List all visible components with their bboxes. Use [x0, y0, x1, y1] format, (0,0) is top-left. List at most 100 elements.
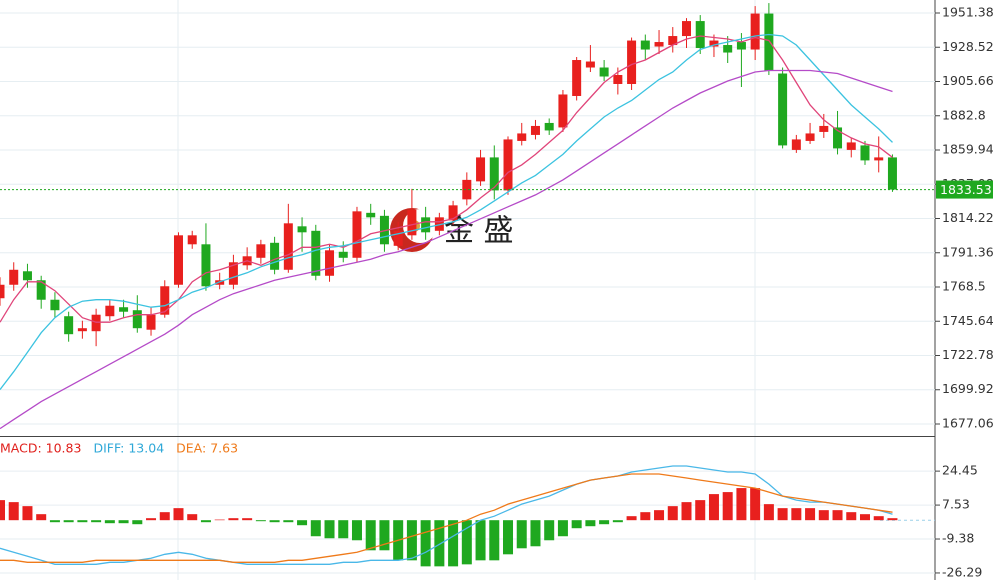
candle-body	[585, 61, 595, 68]
macd-bar	[503, 520, 514, 555]
candle-body	[544, 122, 554, 131]
candle-body	[105, 305, 115, 317]
macd-bar	[159, 512, 170, 521]
candle-body	[311, 230, 321, 276]
candle-body	[50, 299, 60, 311]
candle-body	[366, 212, 376, 218]
macd-bar	[200, 520, 211, 523]
macd-bar	[77, 520, 88, 523]
y-tick-label: 1928.52	[942, 39, 993, 54]
macd-bar	[544, 520, 555, 541]
macd-bar	[681, 502, 692, 521]
y-tick-label: 1722.78	[942, 347, 993, 362]
candle-body	[407, 209, 417, 236]
macd-bar	[777, 508, 788, 521]
candle-body	[36, 280, 46, 300]
macd-header: MACD: 10.83	[0, 441, 81, 456]
macd-bar	[8, 502, 19, 521]
ma-line	[0, 69, 893, 430]
y-tick-label: 1791.36	[942, 244, 993, 259]
macd-bar	[599, 520, 610, 525]
macd-bar	[49, 520, 60, 523]
macd-bar	[91, 520, 102, 523]
macd-bar	[22, 506, 33, 521]
macd-bar	[283, 520, 294, 523]
macd-bar	[887, 518, 898, 521]
macd-bar	[516, 520, 527, 549]
macd-bar	[791, 508, 802, 521]
candle-body	[160, 286, 170, 315]
y-tick-label: 1951.38	[942, 5, 993, 20]
macd-bar	[379, 520, 390, 551]
candle-body	[187, 235, 197, 245]
y-tick-label: -9.38	[942, 531, 974, 546]
macd-bar	[310, 520, 321, 537]
y-tick-label: -26.29	[942, 564, 982, 579]
macd-bar	[297, 520, 308, 526]
candle-body	[228, 262, 238, 285]
macd-bar	[420, 520, 431, 567]
candle-body	[805, 133, 815, 141]
candle-body	[22, 271, 32, 281]
macd-bar	[63, 520, 74, 523]
macd-bar	[722, 492, 733, 521]
candle-body	[119, 307, 129, 312]
macd-header: DEA: 7.63	[176, 441, 238, 456]
candle-body	[421, 217, 431, 233]
macd-bar	[585, 520, 596, 527]
y-tick-label: 1768.5	[942, 279, 986, 294]
macd-bar	[36, 514, 47, 521]
y-tick-label: 7.53	[942, 497, 970, 512]
macd-bar	[530, 520, 541, 547]
candle-body	[640, 40, 650, 50]
dea-line	[0, 473, 893, 563]
macd-bar	[818, 510, 829, 521]
candle-body	[764, 13, 774, 71]
candle-body	[0, 284, 5, 299]
candle-body	[778, 73, 788, 146]
macd-bar	[736, 488, 747, 521]
macd-bar	[448, 520, 459, 567]
macd-bar	[489, 520, 500, 561]
macd-bar	[255, 520, 266, 522]
macd-bar	[146, 518, 157, 521]
macd-bar	[708, 494, 719, 521]
macd-bar	[187, 514, 198, 521]
diff-line	[0, 465, 893, 565]
candle-body	[352, 211, 362, 258]
candle-body	[874, 157, 884, 161]
macd-bar	[434, 520, 445, 567]
candle-body	[146, 314, 156, 330]
ma-line	[0, 33, 893, 390]
candle-body	[338, 251, 348, 258]
macd-bar	[228, 518, 239, 521]
macd-bar	[365, 520, 376, 551]
macd-bar	[324, 520, 335, 539]
candle-body	[833, 127, 843, 149]
candle-body	[517, 133, 527, 141]
candle-body	[256, 244, 266, 258]
macd-bar	[859, 514, 870, 521]
ma-line	[0, 35, 893, 323]
candle-body	[379, 215, 389, 245]
candle-body	[77, 328, 87, 332]
candle-body	[819, 125, 829, 132]
candle-body	[846, 142, 856, 150]
candle-body	[503, 139, 513, 191]
candle-body	[91, 314, 101, 332]
macd-bar	[557, 520, 568, 537]
macd-bar	[406, 520, 417, 561]
y-tick-label: 1882.8	[942, 107, 986, 122]
candle-body	[599, 67, 609, 77]
y-tick-label: 1699.92	[942, 381, 993, 396]
macd-bar	[805, 508, 816, 521]
candle-body	[462, 179, 472, 200]
macd-bar	[132, 520, 143, 525]
candle-body	[448, 205, 458, 221]
candle-body	[297, 226, 307, 233]
last-price-box	[936, 180, 993, 199]
candle-body	[530, 125, 540, 135]
macd-bar	[269, 520, 280, 523]
candle-body	[132, 310, 142, 329]
